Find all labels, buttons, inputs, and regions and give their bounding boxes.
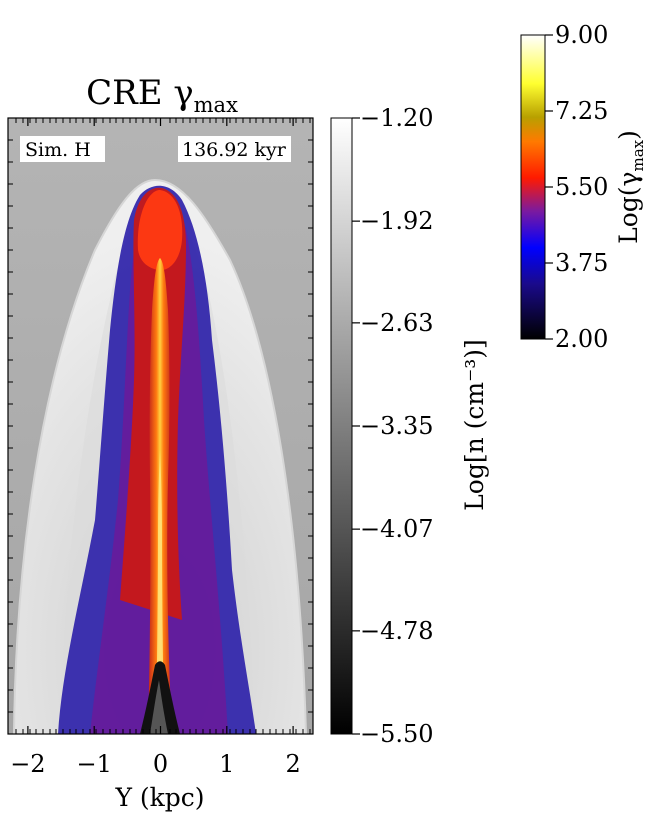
x-tick-label: −2 bbox=[10, 750, 45, 778]
gamma-colorbar-label: Log(γmax) bbox=[614, 130, 647, 244]
chart-title: CRE γmax bbox=[86, 73, 238, 117]
density-tick-label: −3.35 bbox=[360, 412, 434, 440]
x-tick-label: 1 bbox=[219, 750, 234, 778]
chart-title-main: CRE γ bbox=[86, 73, 194, 113]
jet-base-inner bbox=[150, 680, 168, 734]
density-tick-label: −4.78 bbox=[360, 617, 434, 645]
time-label-box bbox=[178, 136, 291, 162]
density-tick-label: −4.07 bbox=[360, 515, 434, 543]
x-tick-label: 0 bbox=[153, 750, 168, 778]
density-colorbar-label: Log[n (cm⁻³)] bbox=[460, 339, 489, 511]
chart-title-subscript: max bbox=[194, 93, 238, 117]
gamma-tick-label: 2.00 bbox=[555, 325, 608, 353]
density-tick-label: −1.92 bbox=[360, 207, 434, 235]
gamma-tick-label: 9.00 bbox=[555, 21, 608, 49]
density-colorbar-ticks: −1.20 −1.92 −2.63 −3.35 −4.07 −4.78 −5.50 bbox=[352, 104, 434, 748]
density-tick-label: −1.20 bbox=[360, 104, 434, 132]
gamma-tick-label: 5.50 bbox=[555, 173, 608, 201]
x-axis-label: Y (kpc) bbox=[114, 783, 204, 812]
gamma-tick-label: 7.25 bbox=[555, 97, 608, 125]
gamma-label-main: Log(γ bbox=[614, 172, 643, 244]
x-tick-label: −1 bbox=[77, 750, 112, 778]
x-tick-label: 2 bbox=[285, 750, 300, 778]
frame-ticks bbox=[8, 118, 313, 734]
gamma-colorbar-ticks: 9.00 7.25 5.50 3.75 2.00 bbox=[545, 21, 608, 353]
x-axis: −2 −1 0 1 2 bbox=[10, 118, 301, 778]
gamma-label-subscript: max bbox=[629, 139, 647, 171]
jet-head bbox=[137, 190, 183, 271]
gamma-tick-label: 3.75 bbox=[555, 249, 608, 277]
sim-label: Sim. H bbox=[25, 139, 91, 161]
plot-area bbox=[8, 118, 313, 734]
sim-label-box bbox=[20, 136, 105, 162]
density-tick-label: −2.63 bbox=[360, 309, 434, 337]
gamma-label-close: ) bbox=[614, 130, 643, 140]
density-colorbar bbox=[330, 117, 353, 735]
gamma-colorbar bbox=[520, 34, 546, 340]
density-tick-label: −5.50 bbox=[360, 720, 434, 748]
time-label: 136.92 kyr bbox=[182, 139, 287, 161]
